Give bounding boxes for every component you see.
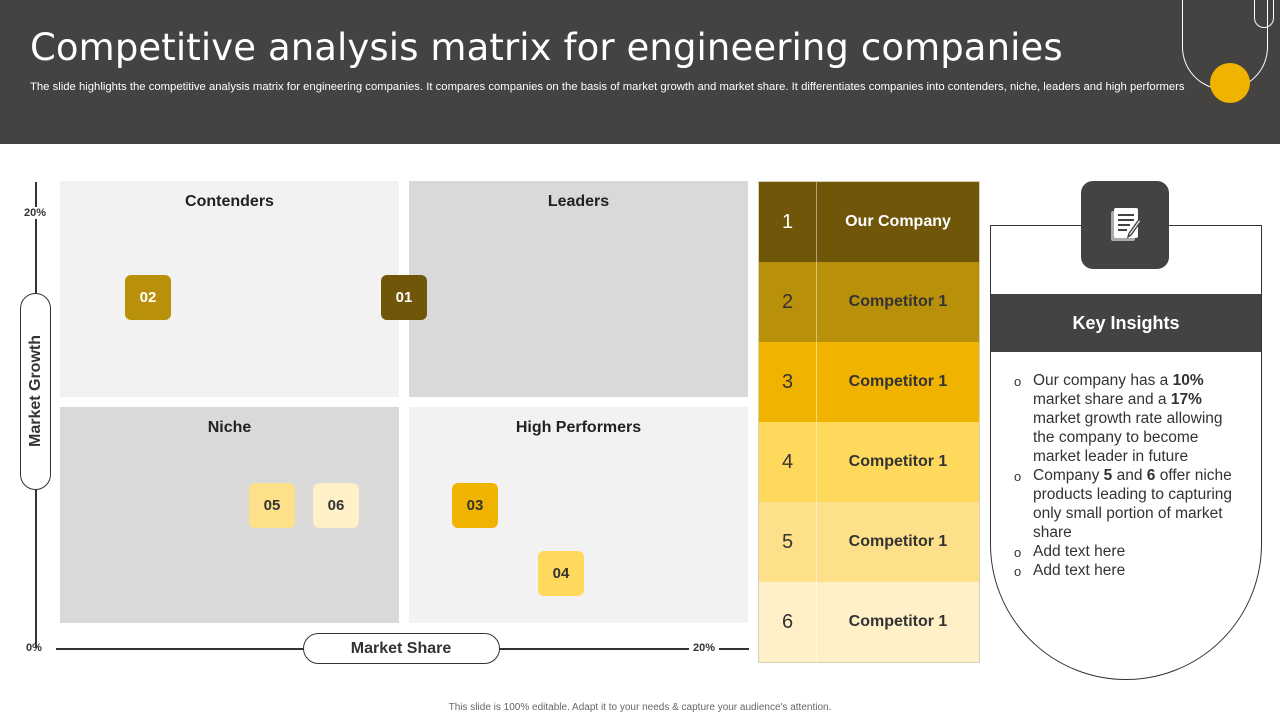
ranking-row: 5 Competitor 1 xyxy=(759,502,979,582)
company-marker-03: 03 xyxy=(452,483,498,528)
origin-tick: 0% xyxy=(26,642,42,654)
ranking-row: 3 Competitor 1 xyxy=(759,342,979,422)
quadrant-title-niche: Niche xyxy=(207,419,252,436)
insight-item: Add text here xyxy=(1014,561,1242,581)
insights-icon-tile xyxy=(1081,181,1169,269)
key-insights-title: Key Insights xyxy=(991,294,1261,352)
footer-note: This slide is 100% editable. Adapt it to… xyxy=(448,702,832,713)
company-marker-01: 01 xyxy=(381,275,427,320)
x-axis-label-pill xyxy=(303,633,500,664)
rank-company-name: Competitor 1 xyxy=(848,293,948,310)
insight-item: Company 5 and 6 offer niche products lea… xyxy=(1014,466,1242,542)
notes-icon xyxy=(1111,208,1142,241)
rank-company-name: Competitor 1 xyxy=(848,453,948,470)
insight-item: Our company has a 10% market share and a… xyxy=(1014,371,1242,466)
y-axis-label-pill xyxy=(20,293,51,490)
ranking-row: 6 Competitor 1 xyxy=(759,582,979,662)
x-axis-label: Market Share xyxy=(350,640,452,657)
y-axis-label: Market Growth xyxy=(27,334,44,448)
header-banner: Competitive analysis matrix for engineer… xyxy=(0,0,1280,144)
rank-company-name: Competitor 1 xyxy=(848,613,948,630)
company-marker-05: 05 xyxy=(249,483,295,528)
key-insights-list: Our company has a 10% market share and a… xyxy=(1014,371,1242,581)
quadrant-title-contenders: Contenders xyxy=(185,193,274,210)
page-subtitle: The slide highlights the competitive ana… xyxy=(30,81,1185,93)
company-marker-06: 06 xyxy=(313,483,359,528)
page-title: Competitive analysis matrix for engineer… xyxy=(30,26,1063,69)
company-marker-04: 04 xyxy=(538,551,584,596)
quadrant-contenders: Contenders xyxy=(60,181,399,397)
company-marker-02: 02 xyxy=(125,275,171,320)
quadrant-title-leaders: Leaders xyxy=(547,193,610,210)
quadrant-leaders: Leaders xyxy=(409,181,748,397)
decorative-outline-small-shape xyxy=(1254,0,1274,28)
ranking-row: 2 Competitor 1 xyxy=(759,262,979,342)
decorative-yellow-dot xyxy=(1210,63,1250,103)
insight-item: Add text here xyxy=(1014,542,1242,562)
rank-number: 1 xyxy=(759,182,817,262)
ranking-row: 4 Competitor 1 xyxy=(759,422,979,502)
rank-company-name: Competitor 1 xyxy=(848,533,948,550)
quadrant-title-high-performers: High Performers xyxy=(515,419,642,436)
y-axis-max-tick: 20% xyxy=(20,207,51,219)
rank-company-name: Our Company xyxy=(845,213,951,230)
ranking-table: 1 Our Company 2 Competitor 1 3 Competito… xyxy=(758,181,980,663)
x-axis-max-tick: 20% xyxy=(689,642,720,654)
rank-company-name: Competitor 1 xyxy=(848,373,948,390)
rank-number: 2 xyxy=(759,262,817,342)
rank-number: 4 xyxy=(759,422,817,502)
rank-number: 5 xyxy=(759,502,817,582)
rank-number: 3 xyxy=(759,342,817,422)
rank-number: 6 xyxy=(759,582,817,662)
ranking-row: 1 Our Company xyxy=(759,182,979,262)
